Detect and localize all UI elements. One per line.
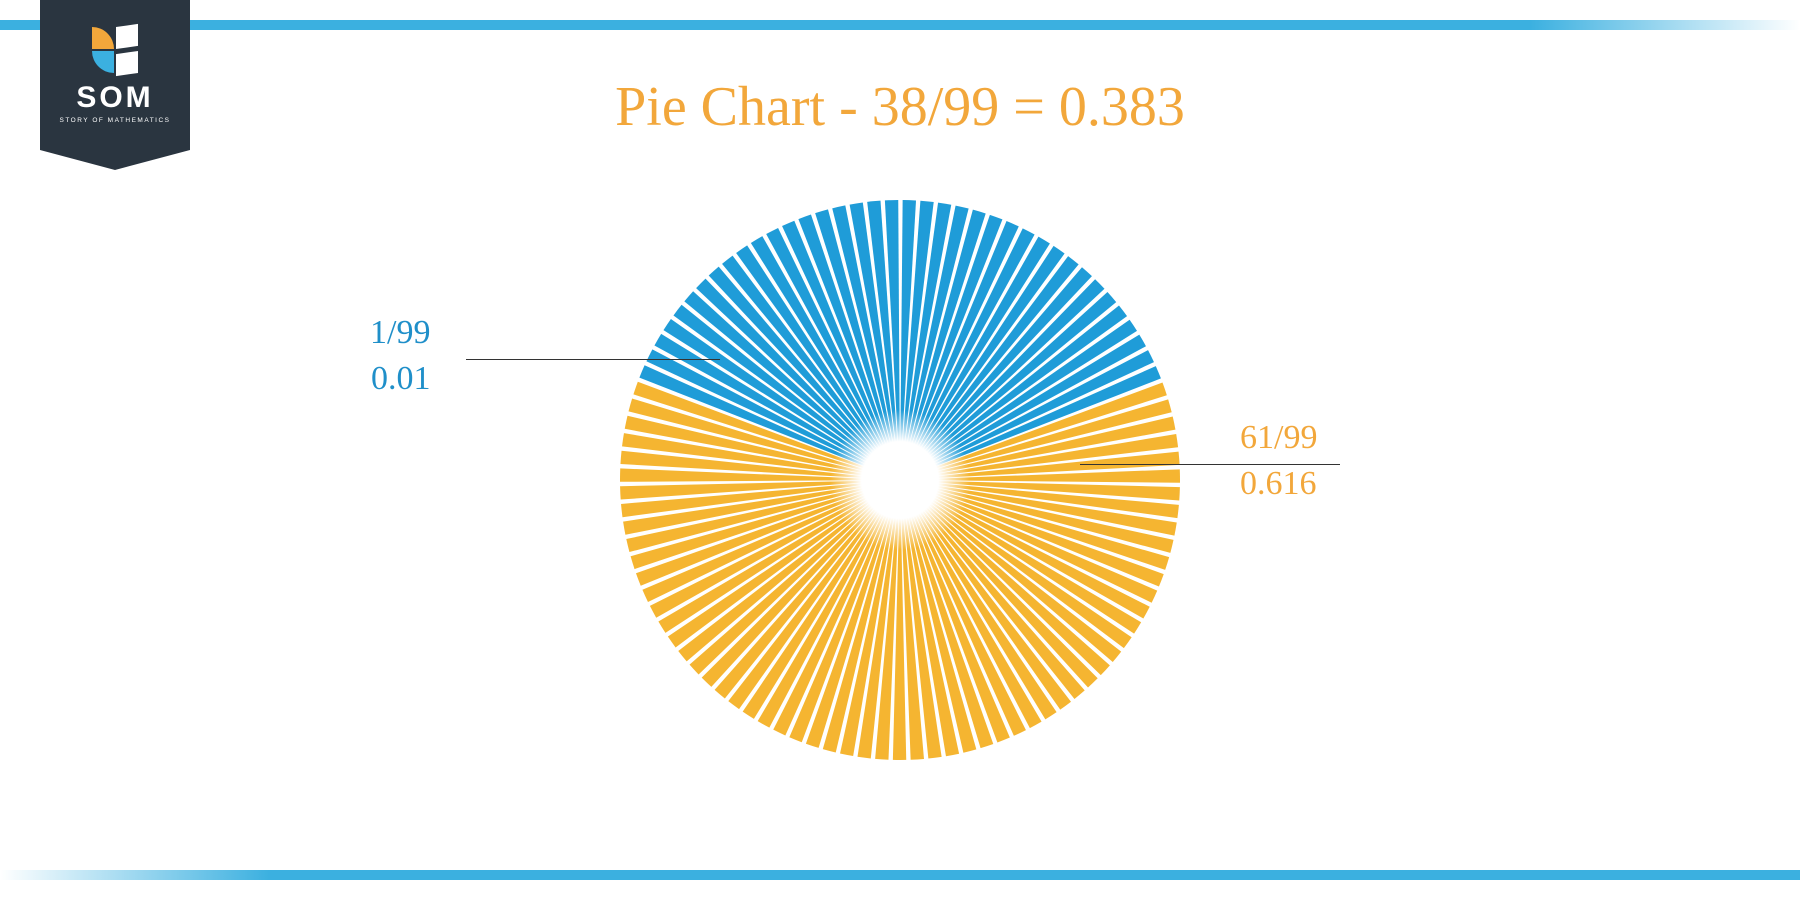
logo-text: SOM	[76, 81, 153, 115]
callout-right: 61/99 0.616	[1240, 415, 1317, 507]
callout-right-leader	[1080, 464, 1340, 465]
callout-left-decimal: 0.01	[370, 356, 430, 402]
callout-right-fraction: 61/99	[1240, 415, 1317, 461]
callout-left-fraction: 1/99	[370, 310, 430, 356]
callout-left: 1/99 0.01	[370, 310, 430, 402]
pie-chart	[620, 200, 1180, 760]
logo-subtext: STORY OF MATHEMATICS	[59, 117, 170, 124]
top-accent-bar	[0, 20, 1800, 30]
logo-icon	[92, 27, 138, 73]
callout-left-leader	[466, 359, 720, 360]
chart-title: Pie Chart - 38/99 = 0.383	[0, 75, 1800, 139]
bottom-accent-bar	[0, 870, 1800, 880]
callout-right-decimal: 0.616	[1240, 461, 1317, 507]
logo-badge: SOM STORY OF MATHEMATICS	[40, 0, 190, 150]
